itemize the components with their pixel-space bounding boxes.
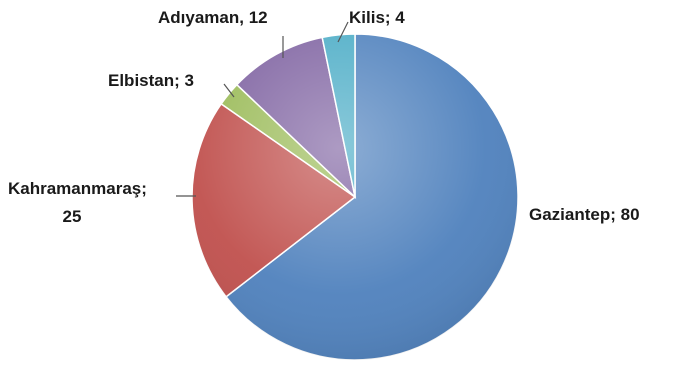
label-kilis: Kilis; 4 bbox=[349, 8, 405, 27]
pie-slices bbox=[192, 34, 518, 360]
label-gaziantep: Gaziantep; 80 bbox=[529, 205, 640, 224]
label-kahramanmaras-line1: Kahramanmaraş; bbox=[8, 179, 147, 198]
label-adiyaman: Adıyaman, 12 bbox=[158, 8, 268, 27]
label-elbistan: Elbistan; 3 bbox=[108, 71, 194, 90]
label-kahramanmaras-line2: 25 bbox=[63, 207, 82, 226]
